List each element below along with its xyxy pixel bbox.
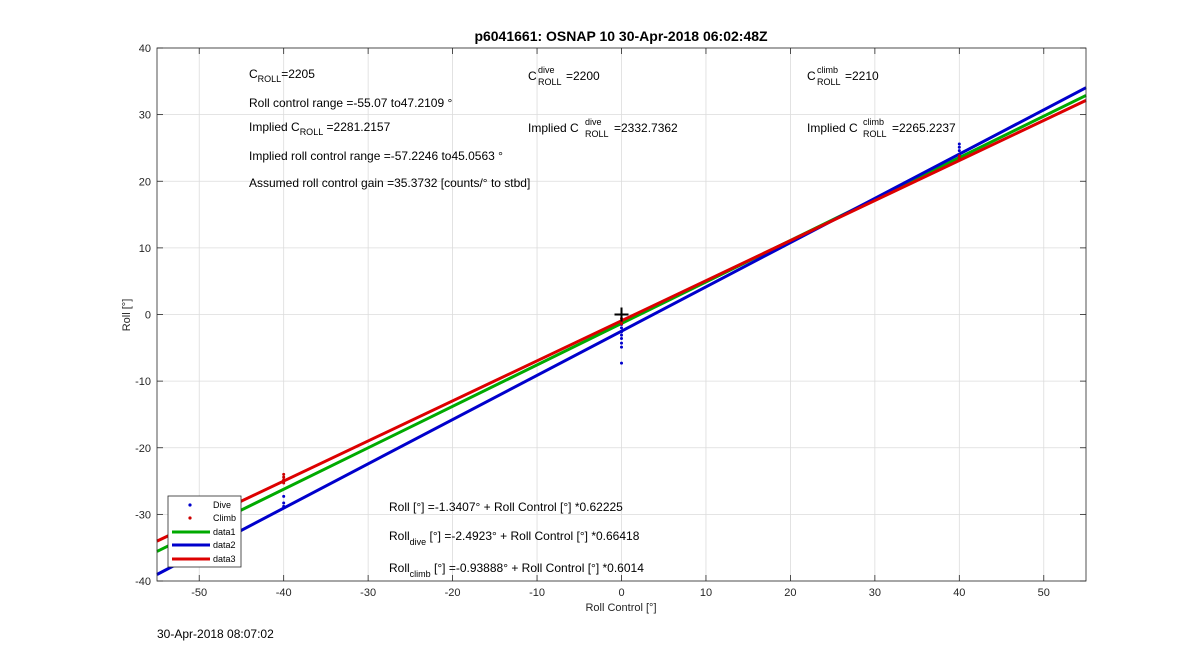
x-tick-label: -30 (360, 587, 376, 599)
legend-label-data1: data1 (213, 527, 236, 537)
climb-point (282, 475, 286, 479)
x-tick-label: -40 (276, 587, 292, 599)
implied-c-dive-value: =2332.7362 (614, 121, 678, 135)
x-tick-label: 20 (784, 587, 796, 599)
c-roll-base: C (249, 67, 258, 81)
dive-point (282, 501, 286, 505)
x-tick-label: 40 (953, 587, 965, 599)
y-tick-label: -30 (135, 509, 151, 521)
dive-point (620, 333, 623, 337)
dive-point (282, 494, 286, 498)
eq-dive-base: Roll (389, 529, 410, 543)
fit-equation-all: Roll [°] =-1.3407° + Roll Control [°] *0… (389, 500, 623, 514)
eq-dive-text: [°] =-2.4923° + Roll Control [°] *0.6641… (426, 529, 640, 543)
dive-point (957, 142, 961, 146)
legend-label-data2: data2 (213, 540, 236, 550)
fit-equation-dive: Rolldive [°] =-2.4923° + Roll Control [°… (389, 529, 640, 547)
c-roll-sub: ROLL (258, 74, 282, 84)
plot-area-frame (156, 47, 1087, 582)
c-dive-value: =2200 (566, 69, 600, 83)
y-axis-label: Roll [°] (121, 299, 133, 332)
climb-point (282, 472, 286, 476)
x-axis-label: Roll Control [°] (585, 602, 656, 614)
c-dive-sub: ROLL (538, 77, 562, 87)
c-climb-value: =2210 (845, 69, 879, 83)
y-tick-label: -40 (135, 576, 151, 588)
y-tick-label: -10 (135, 376, 151, 388)
c-dive-base: C (528, 69, 537, 83)
implied-c-climb-value: =2265.2237 (892, 121, 956, 135)
assumed-roll-control-gain: Assumed roll control gain =35.3732 [coun… (249, 176, 530, 190)
legend-label-data3: data3 (213, 554, 236, 564)
climb-point (282, 478, 286, 482)
x-tick-label: -10 (529, 587, 545, 599)
climb-point (620, 322, 623, 326)
eq-dive-sub: dive (410, 537, 427, 547)
c-climb-sub: ROLL (817, 77, 841, 87)
legend-label-dive: Dive (213, 500, 231, 510)
dive-point (620, 336, 623, 340)
chart-title: p6041661: OSNAP 10 30-Apr-2018 06:02:48Z (474, 28, 768, 44)
y-tick-label: 0 (145, 310, 151, 322)
legend-marker-dive (188, 503, 192, 507)
c-roll-annotation: CROLL=2205 (249, 67, 315, 84)
x-tick-label: -20 (445, 587, 461, 599)
plot-series (156, 86, 1087, 576)
print-timestamp: 30-Apr-2018 08:07:02 (157, 627, 274, 641)
implied-c-roll-annotation: Implied CROLL =2281.2157 (249, 120, 391, 137)
dive-point (957, 149, 961, 153)
roll-control-range: Roll control range =-55.07 to47.2109 ° (249, 96, 452, 110)
dive-point (620, 330, 623, 334)
implied-c-dive-sub: ROLL (585, 129, 609, 139)
y-tick-label: 20 (139, 176, 151, 188)
climb-point (282, 481, 286, 485)
dive-point (957, 145, 961, 149)
eq-climb-sub: climb (410, 569, 431, 579)
axis-ticks: -50 -40 -30 -20 -10 0 10 20 30 40 50 -40 -30 -20 -10 0 1… (135, 43, 1086, 599)
x-tick-label: 0 (618, 587, 624, 599)
implied-c-roll-pre: Implied C (249, 120, 300, 134)
y-tick-label: 10 (139, 243, 151, 255)
c-climb-base: C (807, 69, 816, 83)
eq-climb-text: [°] =-0.93888° + Roll Control [°] *0.601… (431, 561, 645, 575)
dive-point (620, 341, 623, 345)
legend-marker-climb (188, 516, 192, 520)
dive-point (620, 326, 623, 330)
implied-c-dive-pre: Implied C (528, 121, 579, 135)
c-climb-sup: climb (817, 65, 838, 75)
c-dive-sup: dive (538, 65, 555, 75)
implied-c-dive-sup: dive (585, 117, 602, 127)
implied-roll-control-range: Implied roll control range =-57.2246 to4… (249, 149, 503, 163)
implied-c-roll-value: =2281.2157 (323, 120, 390, 134)
y-tick-label: -20 (135, 443, 151, 455)
legend-label-climb: Climb (213, 513, 236, 523)
y-tick-label: 40 (139, 43, 151, 55)
legend: Dive Climb data1 data2 data3 (167, 495, 242, 568)
y-tick-label: 30 (139, 110, 151, 122)
x-tick-label: 30 (869, 587, 881, 599)
climb-point (957, 154, 961, 158)
c-roll-value: =2205 (281, 67, 315, 81)
dive-point (620, 345, 623, 349)
implied-c-roll-sub: ROLL (300, 127, 324, 137)
x-tick-label: -50 (191, 587, 207, 599)
fit-equation-climb: Rollclimb [°] =-0.93888° + Roll Control … (389, 561, 644, 579)
dive-point (620, 361, 623, 365)
implied-c-climb-sup: climb (863, 117, 884, 127)
dive-point (282, 504, 286, 508)
eq-climb-base: Roll (389, 561, 410, 575)
climb-point (957, 157, 961, 161)
implied-c-climb-sub: ROLL (863, 129, 887, 139)
x-tick-label: 10 (700, 587, 712, 599)
x-tick-label: 50 (1038, 587, 1050, 599)
implied-c-climb-pre: Implied C (807, 121, 858, 135)
